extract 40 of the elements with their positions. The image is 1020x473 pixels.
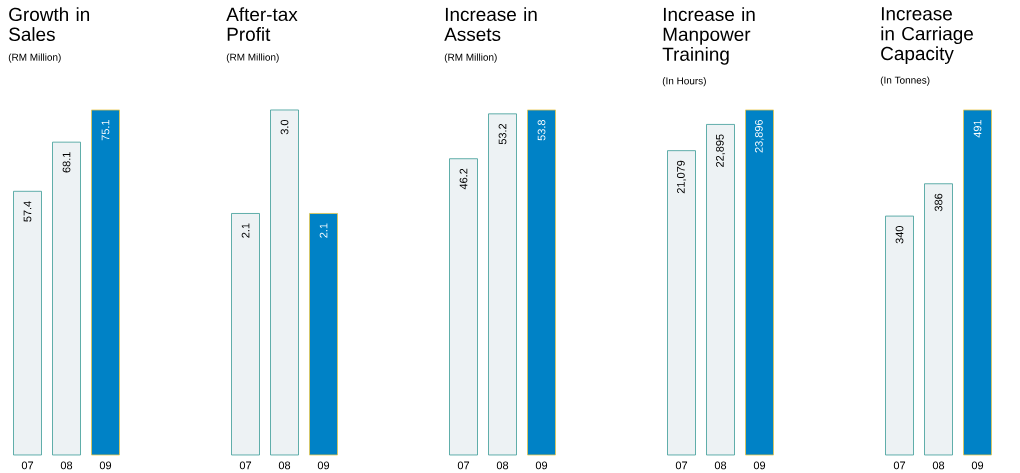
x-tick-label: 07 xyxy=(675,461,688,470)
chart-title: Growth in Sales xyxy=(9,7,90,42)
data-label: 3.0 xyxy=(280,119,289,135)
x-tick-label: 09 xyxy=(753,461,766,470)
data-label: 2.1 xyxy=(319,223,328,238)
data-label: 22,895 xyxy=(715,134,726,167)
x-tick-label: 09 xyxy=(535,461,548,470)
data-label: 75.1 xyxy=(101,120,110,141)
data-label: 53.2 xyxy=(498,123,507,145)
x-tick-label: 08 xyxy=(932,461,945,470)
chart-subtitle: (In Tonnes) xyxy=(880,76,930,86)
chart-subtitle: (RM Million) xyxy=(226,53,279,63)
x-tick-label: 08 xyxy=(714,461,727,470)
data-label: 2.1 xyxy=(241,223,250,238)
data-label: 46.2 xyxy=(459,168,468,190)
x-tick-label: 07 xyxy=(457,461,470,470)
data-label: 386 xyxy=(934,193,943,212)
data-label: 57.4 xyxy=(23,201,32,222)
x-tick-label: 07 xyxy=(239,461,252,470)
x-tick-label: 08 xyxy=(60,461,73,470)
chart-title: Increase in Assets xyxy=(444,7,537,42)
chart-title: Increase in Carriage Capacity xyxy=(881,7,973,64)
x-tick-label: 08 xyxy=(496,461,509,470)
data-label: 340 xyxy=(895,226,904,244)
data-label: 53.8 xyxy=(537,119,546,141)
x-tick-label: 08 xyxy=(278,461,291,470)
x-tick-label: 09 xyxy=(99,461,112,470)
data-label: 491 xyxy=(973,120,982,138)
chart-title: After-tax Profit xyxy=(226,7,298,41)
x-tick-label: 09 xyxy=(317,461,330,470)
x-tick-label: 09 xyxy=(971,461,984,470)
x-tick-label: 07 xyxy=(21,461,34,470)
chart-subtitle: (RM Million) xyxy=(444,53,497,63)
chart-title: Increase in Manpower Training xyxy=(662,7,755,65)
data-label: 21,079 xyxy=(677,160,687,194)
chart-subtitle: (RM Million) xyxy=(8,53,61,63)
data-label: 23,896 xyxy=(754,119,765,153)
x-tick-label: 07 xyxy=(893,461,906,470)
chart-subtitle: (In Hours) xyxy=(662,77,706,87)
data-label: 68.1 xyxy=(62,152,71,173)
